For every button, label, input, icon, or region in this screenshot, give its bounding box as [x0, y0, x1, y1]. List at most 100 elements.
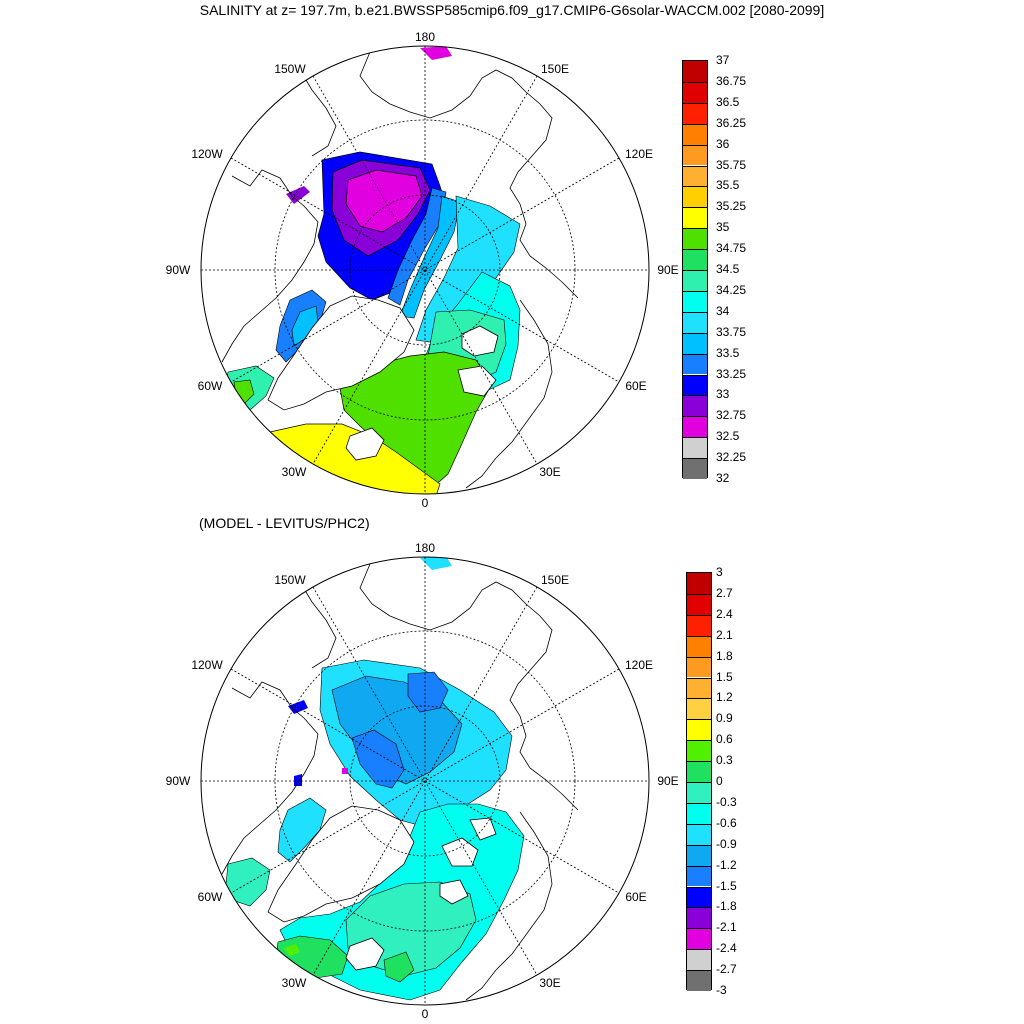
colorbar-tick-label: 34.5	[716, 262, 740, 276]
colorbar-swatch	[687, 698, 711, 720]
colorbar-swatch	[687, 782, 711, 803]
colorbar-swatch	[683, 311, 707, 333]
colorbar-swatch	[683, 270, 707, 291]
colorbar-tick-label: 33.5	[716, 345, 740, 360]
bottom-greenland	[267, 805, 415, 923]
colorbar-tick-label: -2.4	[716, 941, 737, 956]
lon-label-180: 180	[415, 30, 435, 44]
colorbar-tick-label: -2.7	[716, 962, 737, 977]
colorbar-tick-label: 1.2	[716, 690, 733, 705]
colorbar-swatch	[683, 207, 707, 229]
colorbar-tick-label: -0.9	[716, 836, 737, 851]
colorbar-tick-label: 0.3	[716, 753, 733, 768]
difference-plot-title: (MODEL - LEVITUS/PHC2)	[199, 515, 370, 531]
colorbar-swatch	[683, 165, 707, 187]
colorbar-tick-label: 2.1	[716, 627, 733, 642]
colorbar-swatch	[687, 949, 711, 971]
colorbar-swatch	[687, 886, 711, 908]
lon-label-60w: 60W	[198, 890, 223, 904]
colorbar-tick-label: 32	[716, 471, 730, 485]
colorbar-swatch	[683, 416, 707, 438]
lon-label-0: 0	[422, 496, 429, 510]
colorbar-swatch	[687, 614, 711, 636]
lon-label-120e: 120E	[625, 658, 653, 672]
colorbar-tick-label: 34.25	[716, 282, 747, 297]
colorbar-tick-label: 35.25	[716, 199, 747, 214]
colorbar-swatch	[683, 61, 707, 82]
lon-label-60w: 60W	[198, 379, 223, 393]
lon-label-90e: 90E	[657, 263, 678, 277]
bottom-lon-labels: 180 150W 150E 120W 120E 90W 90E 60W 60E …	[166, 541, 679, 1021]
colorbar-swatch	[687, 844, 711, 866]
colorbar-tick-label: 36	[716, 136, 730, 151]
colorbar-swatch	[683, 290, 707, 312]
colorbar-swatch	[687, 761, 711, 782]
lon-label-150w: 150W	[274, 573, 306, 587]
colorbar-tick-label: 36.5	[716, 94, 740, 109]
colorbar-swatch	[687, 677, 711, 699]
colorbar-swatch	[687, 719, 711, 741]
colorbar-swatch	[683, 395, 707, 417]
lon-label-90w: 90W	[166, 774, 191, 788]
colorbar-tick-label: 33.25	[716, 366, 747, 381]
colorbar-swatch	[687, 928, 711, 950]
colorbar-swatch	[687, 970, 711, 991]
top-polar-map: 180 150W 150E 120W 120E 90W 90E 60W 60E …	[166, 30, 679, 510]
lon-label-180: 180	[415, 541, 435, 555]
colorbar-swatch	[687, 593, 711, 615]
colorbar-swatch	[683, 186, 707, 208]
colorbar-tick-label: 0	[716, 774, 723, 788]
lon-label-90e: 90E	[657, 774, 678, 788]
top-greenland	[267, 295, 415, 411]
top-graticule	[201, 46, 649, 494]
lon-label-0: 0	[422, 1007, 429, 1021]
colorbar-swatch	[683, 353, 707, 375]
colorbar-tick-label: 0.6	[716, 732, 733, 747]
lon-label-30e: 30E	[539, 976, 560, 990]
colorbar-swatch	[683, 228, 707, 250]
colorbar-swatch	[683, 144, 707, 166]
bottom-polar-map: 180 150W 150E 120W 120E 90W 90E 60W 60E …	[166, 541, 679, 1021]
colorbar-swatch	[683, 458, 707, 479]
colorbar-swatch	[687, 740, 711, 762]
colorbar-tick-label: 2.4	[716, 606, 733, 621]
colorbar-swatch	[687, 802, 711, 824]
colorbar-tick-label: 32.75	[716, 408, 747, 423]
lon-label-30w: 30W	[282, 976, 307, 990]
colorbar-tick-label: 35	[716, 220, 730, 235]
lon-label-120w: 120W	[191, 147, 223, 161]
colorbar-tick-label: 33.75	[716, 324, 747, 339]
colorbar-swatch	[683, 81, 707, 103]
colorbar-swatch	[687, 823, 711, 845]
colorbar-swatch	[683, 437, 707, 459]
colorbar-tick-label: -0.6	[716, 815, 737, 830]
colorbar-tick-label: -2.1	[716, 920, 737, 935]
colorbar-tick-label: -1.8	[716, 899, 737, 914]
colorbar-swatch	[687, 656, 711, 678]
colorbar-swatch	[687, 907, 711, 929]
lon-label-150e: 150E	[541, 62, 569, 76]
bottom-graticule	[201, 557, 649, 1005]
top-magenta-core	[345, 169, 423, 233]
colorbar-tick-label: 37	[716, 53, 730, 67]
colorbar-tick-label: 2.7	[716, 585, 733, 600]
colorbar-tick-label: -3	[716, 983, 727, 997]
lon-label-90w: 90W	[166, 263, 191, 277]
top-colorbar-swatches	[682, 60, 708, 479]
lon-label-60e: 60E	[625, 379, 646, 393]
colorbar-tick-label: 33	[716, 387, 730, 402]
colorbar-tick-label: 36.75	[716, 73, 747, 88]
colorbar-swatch	[683, 332, 707, 354]
lon-label-120w: 120W	[191, 658, 223, 672]
lon-label-60e: 60E	[625, 890, 646, 904]
lon-label-150e: 150E	[541, 573, 569, 587]
colorbar-tick-label: 35.75	[716, 157, 747, 172]
colorbar-swatch	[683, 123, 707, 145]
lon-label-30w: 30W	[282, 465, 307, 479]
plot-title: SALINITY at z= 197.7m, b.e21.BWSSP585cmi…	[199, 2, 825, 18]
bottom-colorbar-swatches	[686, 572, 712, 991]
colorbar-tick-label: 36.25	[716, 115, 747, 130]
colorbar-tick-label: 32.5	[716, 429, 740, 444]
lon-label-150w: 150W	[274, 62, 306, 76]
